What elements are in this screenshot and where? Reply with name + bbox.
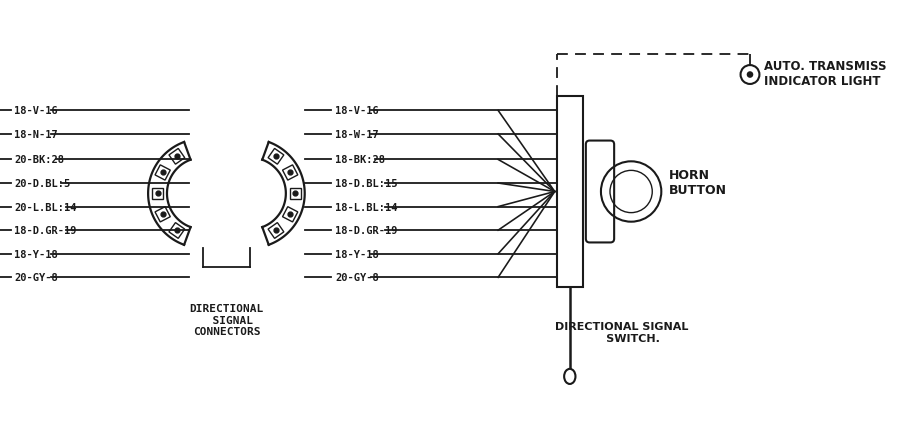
Circle shape xyxy=(747,72,753,79)
Text: 20-D.BL:5: 20-D.BL:5 xyxy=(14,179,70,189)
Text: 18-Y-18: 18-Y-18 xyxy=(335,249,379,259)
Text: 18-D.BL:15: 18-D.BL:15 xyxy=(335,179,398,189)
FancyBboxPatch shape xyxy=(268,223,284,239)
Text: 18-D.GR-19: 18-D.GR-19 xyxy=(335,226,398,236)
FancyBboxPatch shape xyxy=(586,141,614,243)
Text: 20-GY-8: 20-GY-8 xyxy=(14,273,58,283)
Text: *ξ: *ξ xyxy=(600,161,611,171)
Text: DIRECTIONAL SIGNAL
      SWITCH.: DIRECTIONAL SIGNAL SWITCH. xyxy=(555,322,688,343)
FancyBboxPatch shape xyxy=(283,165,298,181)
Text: 18-BK:28: 18-BK:28 xyxy=(335,155,385,165)
Text: 18-Y-18: 18-Y-18 xyxy=(14,249,58,259)
FancyBboxPatch shape xyxy=(283,207,298,222)
Text: AUTO. TRANSMISS: AUTO. TRANSMISS xyxy=(764,59,886,72)
Text: 18-D.GR-19: 18-D.GR-19 xyxy=(14,226,77,236)
Text: 18-L.BL:14: 18-L.BL:14 xyxy=(335,202,398,212)
FancyBboxPatch shape xyxy=(169,149,184,165)
FancyBboxPatch shape xyxy=(155,207,170,222)
FancyBboxPatch shape xyxy=(155,165,170,181)
Text: 18-V-16: 18-V-16 xyxy=(14,106,58,116)
FancyBboxPatch shape xyxy=(152,188,163,200)
Text: 20-BK:28: 20-BK:28 xyxy=(14,155,64,165)
Text: 18-V-16: 18-V-16 xyxy=(335,106,379,116)
FancyBboxPatch shape xyxy=(268,149,284,165)
Text: DIRECTIONAL
  SIGNAL
CONNECTORS: DIRECTIONAL SIGNAL CONNECTORS xyxy=(189,303,264,337)
FancyBboxPatch shape xyxy=(290,188,301,200)
Text: 18-N-17: 18-N-17 xyxy=(14,130,58,140)
FancyBboxPatch shape xyxy=(169,223,184,239)
Text: HORN
BUTTON: HORN BUTTON xyxy=(669,169,727,197)
Text: 18-W-17: 18-W-17 xyxy=(335,130,379,140)
Text: 20-L.BL:14: 20-L.BL:14 xyxy=(14,202,77,212)
Ellipse shape xyxy=(564,369,575,384)
Text: 20-GY-8: 20-GY-8 xyxy=(335,273,379,283)
Text: INDICATOR LIGHT: INDICATOR LIGHT xyxy=(764,75,880,88)
Bar xyxy=(556,97,583,287)
